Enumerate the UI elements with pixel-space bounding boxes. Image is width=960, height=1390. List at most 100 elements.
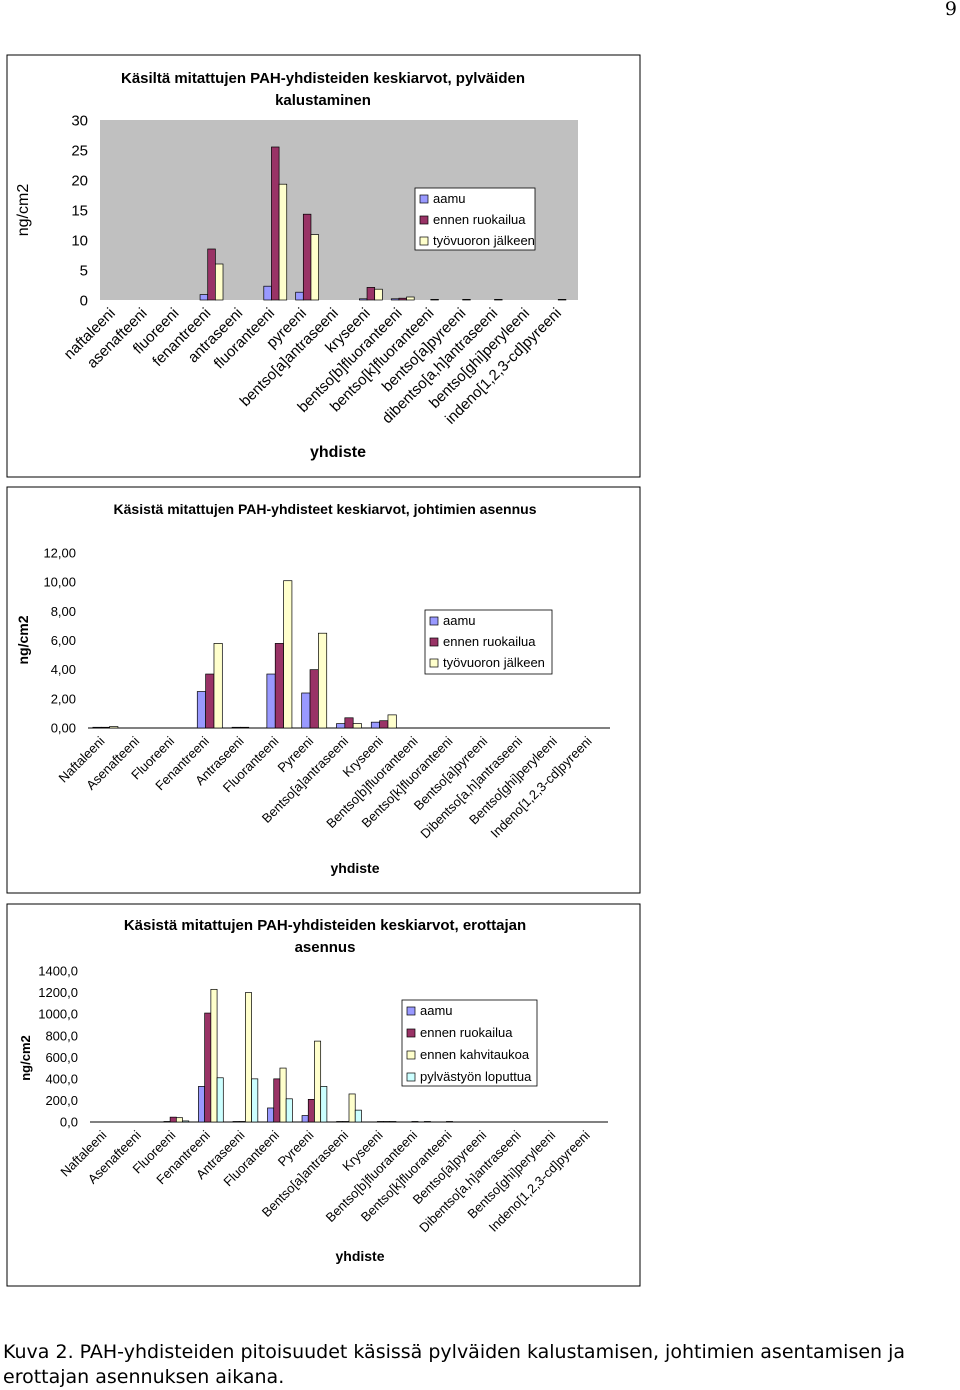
chart-title: Käsistä mitattujen PAH-yhdisteiden keski… <box>123 917 527 956</box>
y-tick-label: 30 <box>71 112 88 129</box>
bar <box>238 1121 246 1123</box>
bar <box>370 721 380 729</box>
bar <box>231 726 241 729</box>
bar <box>263 285 272 301</box>
y-tick-label: 6,00 <box>51 633 76 648</box>
bar <box>285 1098 293 1123</box>
bar <box>557 299 567 301</box>
bar <box>366 287 376 301</box>
legend-swatch <box>429 616 439 626</box>
legend-label: aamu <box>433 191 466 206</box>
bar <box>283 580 293 729</box>
legend-label: aamu <box>443 613 476 628</box>
y-tick-label: 5 <box>80 262 88 279</box>
chart-frame <box>6 54 641 478</box>
bar <box>352 723 362 729</box>
bar <box>387 714 397 729</box>
bar <box>266 673 276 729</box>
bar <box>251 1078 259 1123</box>
bar <box>271 146 280 301</box>
legend-box <box>414 187 536 251</box>
bar <box>92 726 102 729</box>
bar <box>344 717 354 729</box>
bar <box>376 1121 384 1123</box>
bar <box>204 1012 212 1123</box>
y-tick-label: 400,0 <box>45 1071 78 1086</box>
y-axis-label: ng/cm2 <box>15 615 31 664</box>
bar <box>100 726 110 729</box>
bar <box>336 1121 344 1123</box>
bar <box>406 296 415 301</box>
y-tick-label: 200,0 <box>45 1093 78 1108</box>
y-tick-label: 800,0 <box>45 1028 78 1043</box>
bar <box>379 720 389 729</box>
legend-label: pylvästyön loputtua <box>420 1069 532 1084</box>
bar <box>307 1098 315 1123</box>
legend-label: työvuoron jälkeen <box>443 655 545 670</box>
bar <box>245 992 252 1123</box>
bar <box>318 632 328 729</box>
bar <box>175 1117 183 1123</box>
legend-swatch <box>419 236 429 246</box>
legend-label: ennen ruokailua <box>433 212 526 227</box>
bar <box>295 291 304 301</box>
bar <box>169 1116 177 1123</box>
bar <box>279 1067 287 1123</box>
bar <box>267 1107 275 1123</box>
y-tick-label: 0,00 <box>51 721 76 736</box>
bar <box>205 673 215 729</box>
x-axis-label: yhdiste <box>330 860 379 876</box>
bar <box>359 298 368 301</box>
y-tick-label: 8,00 <box>51 604 76 619</box>
legend-swatch <box>406 1072 416 1082</box>
bar <box>336 723 346 729</box>
bar <box>374 288 383 301</box>
legend-label: ennen ruokailua <box>420 1025 513 1040</box>
bar <box>423 1121 431 1123</box>
bar <box>273 1078 281 1123</box>
legend-swatch <box>429 637 439 647</box>
y-tick-label: 0 <box>80 292 88 309</box>
y-tick-label: 600,0 <box>45 1050 78 1065</box>
y-tick-label: 15 <box>71 202 88 219</box>
y-axis-label: ng/cm2 <box>15 184 32 237</box>
bar <box>383 1121 391 1123</box>
bar <box>301 1115 309 1123</box>
y-tick-label: 25 <box>71 142 88 159</box>
legend-box <box>401 999 538 1087</box>
bar <box>199 294 209 301</box>
y-axis-label: ng/cm2 <box>18 1035 33 1081</box>
y-tick-label: 4,00 <box>51 662 76 677</box>
y-tick-label: 2,00 <box>51 691 76 706</box>
bar <box>109 726 119 729</box>
bar <box>320 1086 328 1123</box>
legend-swatch <box>429 658 439 668</box>
legend-swatch <box>406 1028 416 1038</box>
bar <box>390 298 400 301</box>
legend-swatch <box>406 1050 416 1060</box>
bar <box>314 1040 322 1123</box>
legend-label: ennen kahvitaukoa <box>420 1047 530 1062</box>
bar <box>310 234 319 301</box>
chart-title: Käsistä mitattujen PAH-yhdisteet keskiar… <box>113 501 537 517</box>
y-tick-label: 20 <box>71 172 88 189</box>
bar <box>274 643 284 729</box>
bar <box>213 643 223 729</box>
chart-frame <box>6 486 641 894</box>
bar <box>278 183 288 301</box>
legend-label: työvuoron jälkeen <box>433 233 535 248</box>
bar <box>446 1121 453 1123</box>
y-tick-label: 10,00 <box>43 575 76 590</box>
chart-title: Käsiltä mitattujen PAH-yhdisteiden keski… <box>120 70 525 109</box>
legend-label: ennen ruokailua <box>443 634 536 649</box>
legend-box <box>424 609 553 675</box>
bar <box>411 1121 419 1123</box>
bar <box>398 297 407 301</box>
bar <box>210 988 218 1123</box>
bar <box>462 299 471 301</box>
y-tick-label: 0,0 <box>60 1115 78 1130</box>
bar <box>196 691 206 729</box>
bar <box>163 1121 171 1123</box>
